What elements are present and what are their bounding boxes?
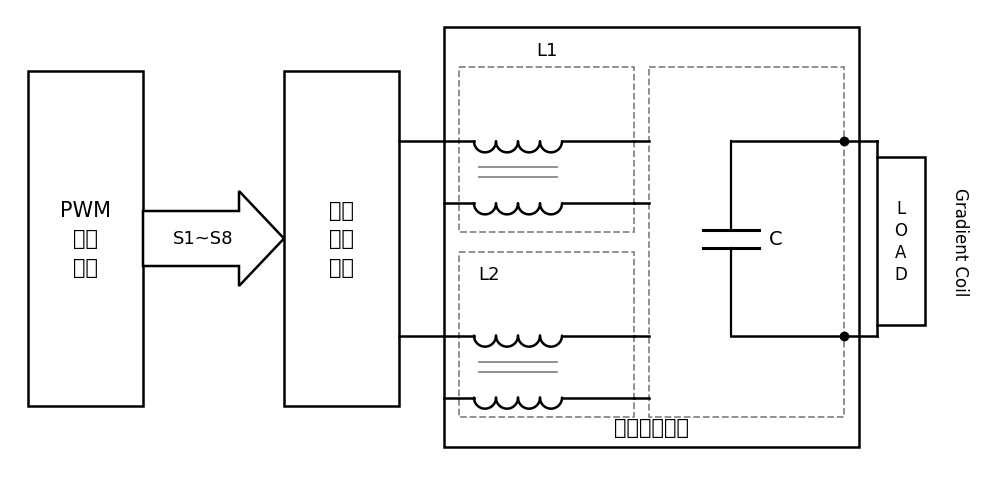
- Text: L2: L2: [478, 265, 500, 284]
- Bar: [459, 253, 634, 417]
- Polygon shape: [143, 192, 284, 287]
- Text: L
O
A
D: L O A D: [895, 199, 908, 284]
- Text: Gradient Coil: Gradient Coil: [951, 188, 969, 296]
- Bar: [284, 72, 399, 406]
- Text: 低通滤波部分: 低通滤波部分: [614, 417, 689, 437]
- Text: 功率
变换
部分: 功率 变换 部分: [329, 201, 354, 277]
- Text: C: C: [769, 229, 783, 248]
- Text: PWM
控制
部分: PWM 控制 部分: [60, 201, 111, 277]
- Bar: [649, 68, 844, 417]
- Bar: [877, 158, 925, 325]
- Bar: [28, 72, 143, 406]
- Bar: [444, 28, 859, 447]
- Bar: [459, 68, 634, 232]
- Text: L1: L1: [536, 42, 557, 60]
- Text: S1~S8: S1~S8: [173, 230, 234, 248]
